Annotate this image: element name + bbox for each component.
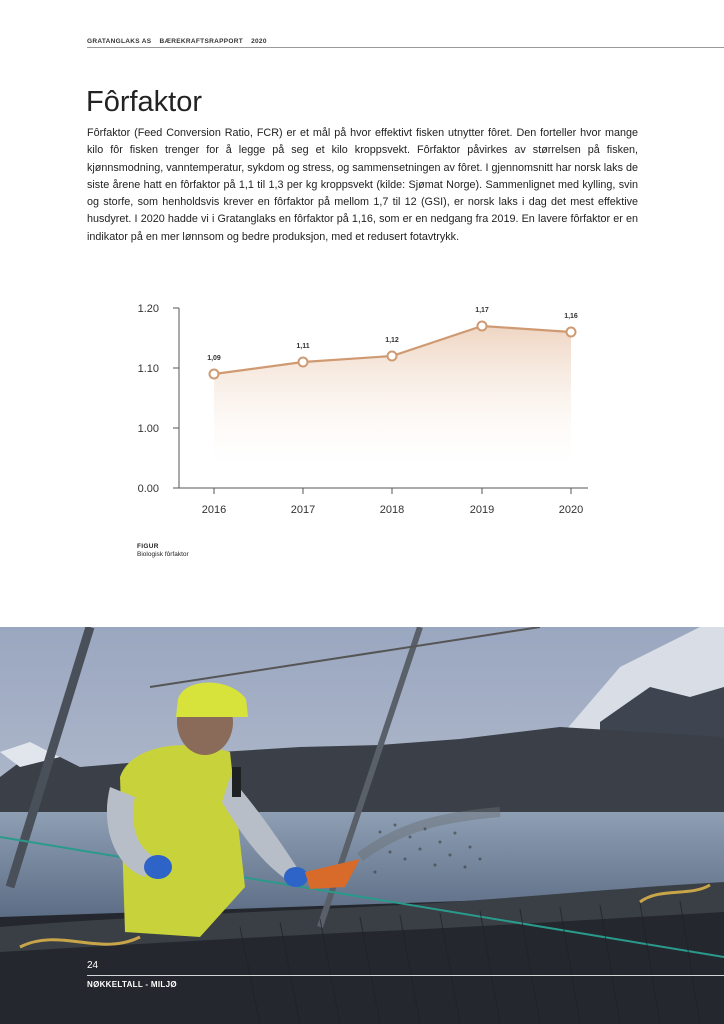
x-tick-label: 2016 [202,504,226,516]
header-company: GRATANGLAKS AS [87,38,152,45]
y-tick-label: 1.00 [138,423,159,435]
photo-illustration [0,627,724,1024]
data-label-2018: 1,12 [385,337,399,344]
data-label-2019: 1,17 [475,307,489,314]
worker-figure [106,682,360,937]
y-tick-label: 0.00 [138,483,159,495]
data-point-2018 [386,350,398,362]
figure-caption-text: Biologisk fôrfaktor [137,551,189,558]
data-label-2016: 1,09 [207,355,221,362]
page-title: Fôrfaktor [86,86,203,118]
chart-area-fill [214,326,571,465]
header-divider [87,47,724,48]
y-tick-label: 1.20 [138,303,159,315]
body-paragraph: Fôrfaktor (Feed Conversion Ratio, FCR) e… [87,127,638,243]
header-report: BÆREKRAFTSRAPPORT [159,38,243,45]
running-header: GRATANGLAKS AS BÆREKRAFTSRAPPORT 2020 [87,38,724,45]
header-year: 2020 [251,38,267,45]
footer-section-label: NØKKELTALL - MILJØ [87,980,177,989]
x-tick-label: 2018 [380,504,404,516]
data-point-2019 [476,320,488,332]
fcr-chart: 0.00 1.00 1.10 1.20 2016 2017 2018 2019 2020 1,… [138,303,588,516]
data-label-2020: 1,16 [564,313,578,320]
figure-caption-label: FIGUR [137,543,159,550]
fish-farm-photo [0,627,724,1024]
page-number: 24 [87,960,99,971]
figure-caption: FIGUR Biologisk fôrfaktor [137,543,189,559]
x-tick-label: 2019 [470,504,494,516]
footer-divider [87,975,724,976]
y-tick-label: 1.10 [138,363,159,375]
data-label-2017: 1,11 [296,343,309,350]
data-point-2017 [297,356,309,368]
x-tick-label: 2017 [291,504,315,516]
data-point-2016 [208,368,220,380]
x-tick-label: 2020 [559,504,583,516]
data-point-2020 [565,326,577,338]
